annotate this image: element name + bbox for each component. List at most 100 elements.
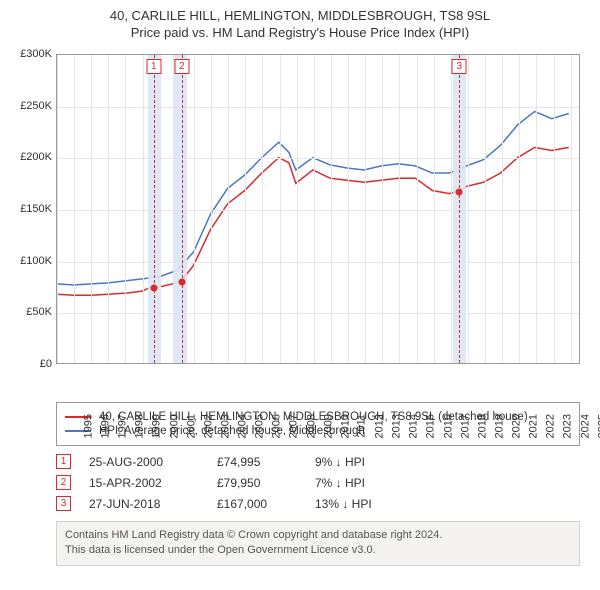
transaction-diff: 7% ↓ HPI	[315, 476, 435, 490]
transaction-diff: 9% ↓ HPI	[315, 455, 435, 469]
transaction-date: 25-AUG-2000	[89, 455, 199, 469]
gridline-v	[245, 55, 246, 363]
transactions-table: 125-AUG-2000£74,9959% ↓ HPI215-APR-2002£…	[56, 454, 580, 511]
transaction-marker: 2	[174, 59, 189, 74]
transaction-diff: 13% ↓ HPI	[315, 497, 435, 511]
x-axis-label: 2017	[459, 414, 471, 438]
gridline-h	[57, 262, 579, 263]
transaction-line	[182, 55, 183, 363]
highlight-band	[173, 55, 187, 363]
gridline-v	[348, 55, 349, 363]
transaction-price: £79,950	[217, 476, 297, 490]
gridline-v	[571, 55, 572, 363]
y-axis-label: £250K	[10, 100, 52, 112]
x-axis-label: 2012	[374, 414, 386, 438]
y-axis-label: £0	[10, 358, 52, 370]
x-axis-label: 2001	[185, 414, 197, 438]
gridline-h	[57, 158, 579, 159]
footer-attribution: Contains HM Land Registry data © Crown c…	[56, 521, 580, 566]
gridline-v	[262, 55, 263, 363]
x-axis-label: 2021	[528, 414, 540, 438]
transaction-line	[459, 55, 460, 363]
transaction-marker: 1	[146, 59, 161, 74]
series-property	[57, 147, 569, 295]
x-axis-label: 1997	[117, 414, 129, 438]
gridline-v	[228, 55, 229, 363]
x-axis-label: 2025	[596, 414, 600, 438]
transaction-row: 3 27-JUN-2018 £167,000 13% ↓ HPI	[56, 496, 580, 511]
x-axis-label: 2020	[511, 414, 523, 438]
gridline-v	[108, 55, 109, 363]
x-axis-label: 2002	[202, 414, 214, 438]
x-axis-label: 2011	[356, 414, 368, 438]
transaction-index: 3	[56, 496, 71, 511]
transaction-date: 15-APR-2002	[89, 476, 199, 490]
transaction-date: 27-JUN-2018	[89, 497, 199, 511]
x-axis-label: 1996	[100, 414, 112, 438]
transaction-index: 1	[56, 454, 71, 469]
gridline-h	[57, 210, 579, 211]
gridline-v	[160, 55, 161, 363]
gridline-v	[519, 55, 520, 363]
x-axis-label: 2009	[322, 414, 334, 438]
gridline-v	[194, 55, 195, 363]
gridline-v	[365, 55, 366, 363]
x-axis-label: 2016	[442, 414, 454, 438]
chart: 123 £0£50K£100K£150K£200K£250K£300K19951…	[10, 48, 590, 398]
gridline-v	[485, 55, 486, 363]
x-axis-label: 2013	[391, 414, 403, 438]
transaction-line	[154, 55, 155, 363]
y-axis-label: £100K	[10, 255, 52, 267]
x-axis-label: 1995	[82, 414, 94, 438]
x-axis-label: 1999	[151, 414, 163, 438]
x-axis-label: 2000	[168, 414, 180, 438]
x-axis-label: 2010	[339, 414, 351, 438]
series-hpi	[57, 111, 569, 285]
x-axis-label: 2015	[425, 414, 437, 438]
gridline-h	[57, 313, 579, 314]
gridline-v	[554, 55, 555, 363]
x-axis-label: 1998	[134, 414, 146, 438]
gridline-v	[502, 55, 503, 363]
gridline-v	[468, 55, 469, 363]
x-axis-label: 2008	[305, 414, 317, 438]
transaction-price: £167,000	[217, 497, 297, 511]
transaction-dot	[178, 279, 185, 286]
x-axis-label: 2005	[254, 414, 266, 438]
transaction-marker: 3	[452, 59, 467, 74]
transaction-row: 1 25-AUG-2000 £74,995 9% ↓ HPI	[56, 454, 580, 469]
transaction-dot	[150, 284, 157, 291]
footer-line2: This data is licensed under the Open Gov…	[65, 543, 571, 558]
gridline-v	[211, 55, 212, 363]
transaction-row: 215-APR-2002£79,9507% ↓ HPI	[56, 475, 580, 490]
gridline-v	[125, 55, 126, 363]
x-axis-label: 2022	[545, 414, 557, 438]
footer-line1: Contains HM Land Registry data © Crown c…	[65, 528, 571, 543]
x-axis-label: 2024	[579, 414, 591, 438]
gridline-v	[399, 55, 400, 363]
gridline-v	[57, 55, 58, 363]
x-axis-label: 2003	[219, 414, 231, 438]
chart-title-line2: Price paid vs. HM Land Registry's House …	[10, 25, 590, 40]
gridline-v	[280, 55, 281, 363]
chart-title-line1: 40, CARLILE HILL, HEMLINGTON, MIDDLESBRO…	[10, 8, 590, 23]
gridline-v	[536, 55, 537, 363]
plot-area: 12 3	[56, 54, 580, 364]
gridline-v	[91, 55, 92, 363]
gridline-v	[331, 55, 332, 363]
transaction-price: £74,995	[217, 455, 297, 469]
y-axis-label: £50K	[10, 306, 52, 318]
gridline-v	[297, 55, 298, 363]
y-axis-label: £200K	[10, 151, 52, 163]
gridline-v	[143, 55, 144, 363]
gridline-h	[57, 107, 579, 108]
gridline-v	[382, 55, 383, 363]
gridline-v	[74, 55, 75, 363]
x-axis-label: 2006	[271, 414, 283, 438]
x-axis-label: 2007	[288, 414, 300, 438]
gridline-v	[434, 55, 435, 363]
x-axis-label: 2018	[476, 414, 488, 438]
x-axis-label: 2004	[237, 414, 249, 438]
x-axis-label: 2023	[562, 414, 574, 438]
y-axis-label: £300K	[10, 48, 52, 60]
